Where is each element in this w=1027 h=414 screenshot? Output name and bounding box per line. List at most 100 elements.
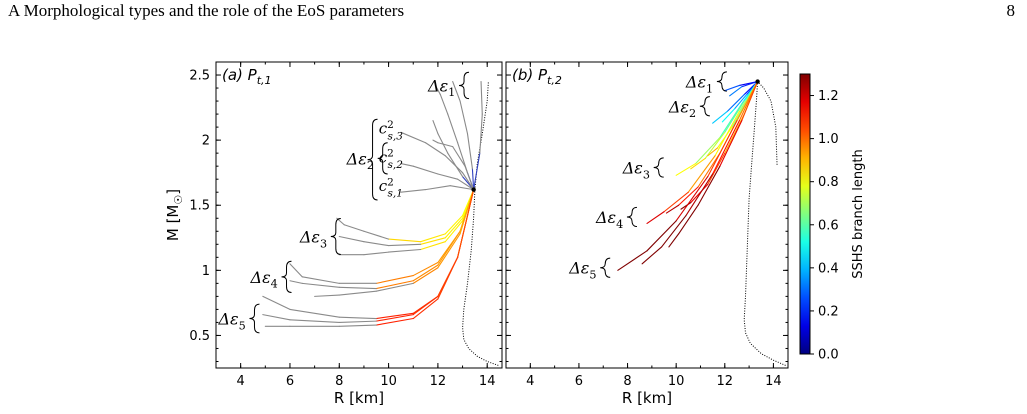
series-9-segment (665, 204, 680, 214)
series-3-segment (726, 94, 745, 113)
series-5-segment (400, 189, 427, 193)
page-number: 8 (1006, 1, 1016, 20)
page-header: A Morphological types and the role of th… (0, 0, 1027, 40)
x-axis-label: R [km] (334, 389, 384, 407)
series-14-segment (314, 294, 340, 297)
annotation-delta-eps-2-sub: 2 (689, 107, 696, 120)
annotation-delta-eps-4-base: Δε (250, 268, 271, 287)
annotation-delta-eps-4-sub: 4 (271, 278, 278, 291)
y-axis-label-text: M [M (164, 205, 182, 242)
series-9-segment (697, 152, 721, 188)
series-8-segment (687, 155, 716, 193)
panel-label: (a) Pt,1 (222, 66, 272, 87)
series-7-segment (444, 155, 464, 174)
series-2-segment (741, 80, 759, 88)
series-13-segment (301, 282, 340, 288)
series-15-segment (289, 308, 340, 318)
annotation-delta-eps-5: Δε5 (568, 259, 596, 282)
sound-speed-label: c2 s,3 (379, 119, 404, 142)
colorbar-tick-label: 1.0 (818, 132, 839, 147)
series-13-segment (375, 280, 414, 290)
sound-speed-label-base: c (379, 120, 388, 138)
series-1-segment (724, 84, 740, 92)
series-16-segment (412, 295, 439, 316)
series-8-segment (464, 165, 475, 191)
series-11-segment (617, 250, 648, 271)
series-11-segment (388, 248, 422, 253)
annotation-delta-eps-3-base: Δε (622, 158, 643, 177)
annotation-brace (653, 157, 664, 178)
series-6-segment (704, 131, 726, 159)
series-10-segment (444, 217, 464, 239)
series-17-segment (412, 298, 439, 320)
sound-speed-label-sub: s,2 (388, 159, 404, 171)
series-13-segment (719, 120, 743, 167)
series-3-segment (712, 110, 728, 124)
y-tick-label: 1.5 (189, 199, 210, 214)
panel-a: 4 6 8 10 12 140.511.522.5 (a) Pt,1 Δε1Δε2Δε3Δε4… (164, 61, 503, 407)
colorbar-tick-label: 0.6 (818, 218, 839, 233)
series-11-segment (675, 176, 709, 222)
series-9-segment (444, 215, 464, 235)
series-15-segment (262, 295, 291, 310)
annotation-delta-eps-2-base: Δε (668, 97, 689, 116)
panel-label-text: (b) P (512, 66, 548, 84)
axes-frame (215, 61, 503, 369)
colorbar-tick-label: 1.2 (818, 89, 839, 104)
series-13-segment (437, 230, 461, 266)
series-9-segment (420, 233, 446, 243)
series-9-segment (343, 224, 365, 232)
series-12-segment (301, 276, 340, 284)
series-14-segment (375, 282, 414, 292)
series-10-segment (690, 183, 709, 204)
series-13-segment (338, 286, 377, 290)
panel-label-sub: t,1 (257, 74, 272, 87)
series-12-segment (685, 173, 714, 217)
sound-speed-label-sup: 2 (387, 176, 394, 188)
series-13-segment (289, 280, 303, 284)
annotation-brace (281, 260, 292, 293)
transition-point (755, 79, 760, 84)
annotation-delta-eps-2: Δε2 (346, 149, 374, 172)
series-12-segment (289, 263, 303, 278)
series-6-segment (437, 173, 459, 180)
series-16-segment (338, 320, 377, 323)
series-5-segment (695, 136, 721, 165)
sound-speed-label-sub: s,3 (388, 130, 404, 142)
annotation-brace (600, 257, 611, 278)
annotation-delta-eps-4-base: Δε (595, 208, 616, 227)
annotation-delta-eps-1-sub: 1 (706, 82, 713, 95)
series-4-segment (479, 113, 483, 154)
x-tick-label: 4 (526, 374, 534, 389)
series-8-segment (452, 146, 466, 167)
series-8-segment (663, 191, 689, 213)
colorbar-tick-label: 0.8 (818, 175, 839, 190)
series-11-segment (363, 251, 390, 256)
series-6-segment (724, 100, 745, 133)
series-7-segment (731, 100, 748, 128)
annotation-brace (699, 96, 710, 117)
series-13-segment (741, 80, 759, 122)
series-4-segment (721, 108, 736, 123)
series-11-segment (646, 220, 677, 252)
x-tick-label: 8 (623, 374, 631, 389)
series-2-segment (439, 94, 449, 115)
series-3-segment (466, 133, 473, 170)
series-12-segment (641, 246, 663, 265)
annotation-delta-eps-3: Δε3 (299, 227, 327, 250)
sound-speed-label-sub: s,1 (388, 188, 403, 200)
y-axis-label-sym: ☉ (172, 195, 185, 205)
section-title: A Morphological types and the role of th… (8, 1, 405, 20)
annotation-delta-eps-3: Δε3 (622, 158, 650, 181)
series-12-segment (412, 261, 439, 277)
colorbar-tick-label: 0.0 (818, 348, 839, 363)
series-14-segment (338, 290, 377, 296)
annotation-brace (716, 71, 727, 92)
series-15-segment (375, 312, 414, 320)
colorbar-bar (799, 73, 811, 355)
x-tick-label: 6 (575, 374, 583, 389)
annotation-delta-eps-1-sub: 1 (448, 86, 455, 99)
annotation-delta-eps-1: Δε1 (427, 76, 455, 99)
series-16-segment (262, 314, 291, 321)
